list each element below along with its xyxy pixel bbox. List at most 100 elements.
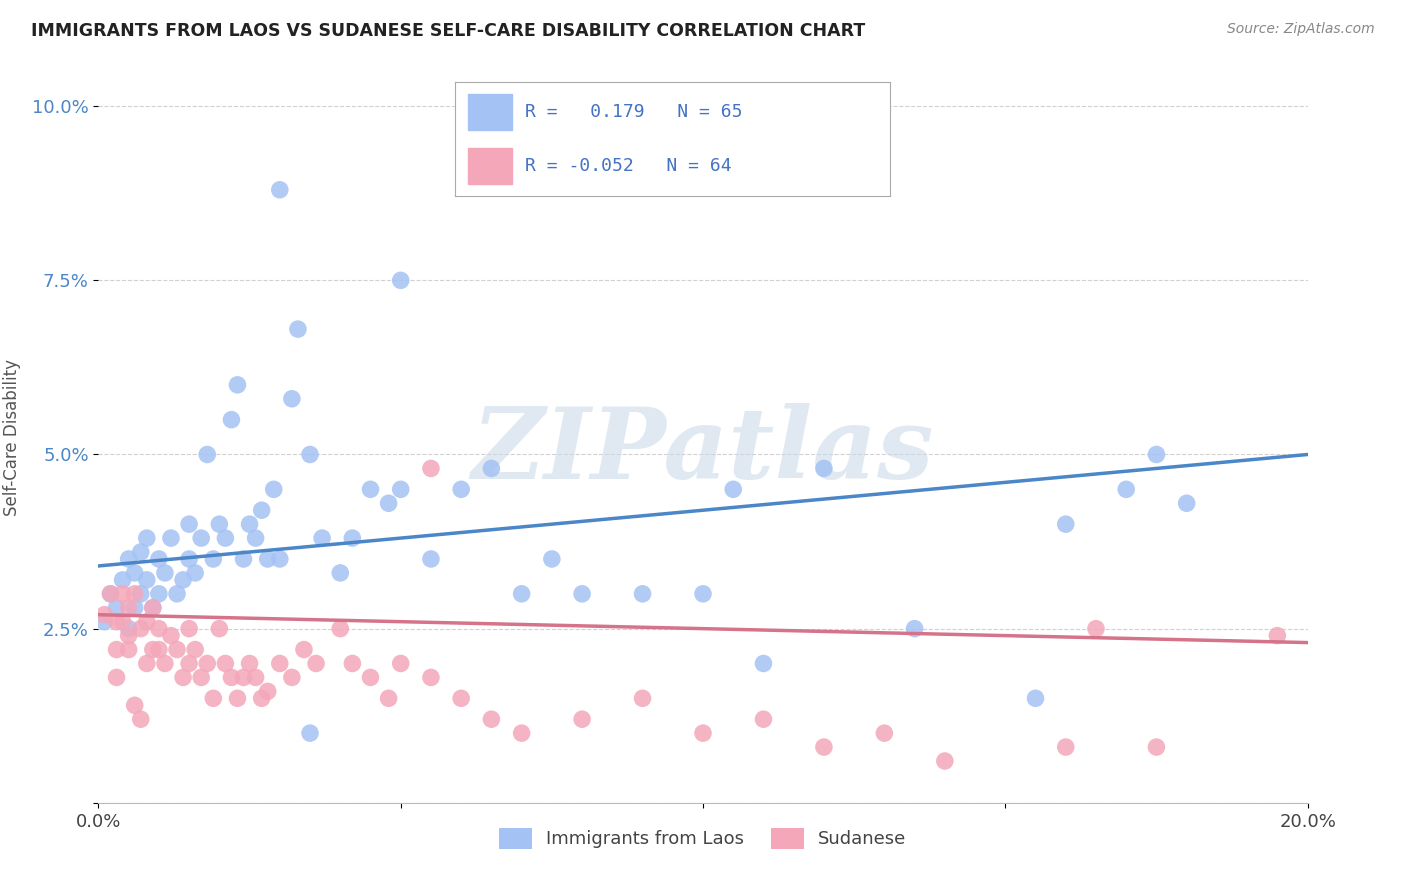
Y-axis label: Self-Care Disability: Self-Care Disability	[3, 359, 21, 516]
Point	[269, 552, 291, 566]
Point	[481, 712, 503, 726]
Point	[184, 566, 207, 580]
Point	[232, 670, 254, 684]
Point	[377, 496, 399, 510]
Point	[904, 622, 927, 636]
Point	[190, 531, 212, 545]
Point	[202, 552, 225, 566]
Point	[124, 698, 146, 713]
Point	[135, 531, 157, 545]
Point	[179, 517, 201, 532]
Point	[360, 483, 382, 497]
Point	[105, 670, 128, 684]
Point	[1054, 517, 1077, 532]
Point	[389, 657, 412, 671]
Point	[281, 392, 304, 406]
Point	[142, 600, 165, 615]
Point	[111, 573, 134, 587]
Point	[311, 531, 333, 545]
Point	[250, 691, 273, 706]
Point	[226, 691, 249, 706]
Point	[142, 600, 165, 615]
Point	[221, 412, 243, 426]
Point	[510, 726, 533, 740]
Point	[692, 726, 714, 740]
Point	[148, 622, 170, 636]
Point	[179, 552, 201, 566]
Point	[135, 573, 157, 587]
Point	[118, 629, 141, 643]
Text: IMMIGRANTS FROM LAOS VS SUDANESE SELF-CARE DISABILITY CORRELATION CHART: IMMIGRANTS FROM LAOS VS SUDANESE SELF-CA…	[31, 22, 865, 40]
Point	[269, 657, 291, 671]
Point	[179, 622, 201, 636]
Point	[160, 629, 183, 643]
Point	[752, 657, 775, 671]
Point	[256, 684, 278, 698]
Point	[813, 461, 835, 475]
Point	[1085, 622, 1108, 636]
Point	[239, 657, 262, 671]
Point	[166, 587, 188, 601]
Point	[450, 691, 472, 706]
Point	[190, 670, 212, 684]
Point	[1144, 740, 1167, 755]
Point	[142, 642, 165, 657]
Point	[510, 587, 533, 601]
Point	[305, 657, 328, 671]
Point	[153, 657, 176, 671]
Point	[873, 726, 896, 740]
Point	[214, 657, 236, 671]
Point	[299, 726, 322, 740]
Point	[250, 503, 273, 517]
Point	[129, 712, 152, 726]
Point	[1054, 740, 1077, 755]
Text: ZIPatlas: ZIPatlas	[472, 403, 934, 500]
Point	[148, 642, 170, 657]
Point	[100, 587, 122, 601]
Point	[118, 552, 141, 566]
Point	[281, 670, 304, 684]
Point	[105, 615, 128, 629]
Point	[389, 273, 412, 287]
Point	[100, 587, 122, 601]
Point	[129, 587, 152, 601]
Point	[360, 670, 382, 684]
Point	[1024, 691, 1046, 706]
Point	[571, 587, 593, 601]
Point	[1175, 496, 1198, 510]
Point	[540, 552, 562, 566]
Point	[105, 600, 128, 615]
Point	[105, 642, 128, 657]
Point	[239, 517, 262, 532]
Point	[934, 754, 956, 768]
Point	[723, 483, 745, 497]
Point	[329, 566, 352, 580]
Point	[118, 622, 141, 636]
Point	[1267, 629, 1289, 643]
Point	[245, 670, 267, 684]
Point	[1115, 483, 1137, 497]
Point	[202, 691, 225, 706]
Point	[420, 552, 443, 566]
Point	[129, 622, 152, 636]
Point	[692, 587, 714, 601]
Point	[93, 615, 115, 629]
Point	[208, 517, 231, 532]
Point	[148, 587, 170, 601]
Point	[221, 670, 243, 684]
Point	[299, 448, 322, 462]
Point	[179, 657, 201, 671]
Point	[195, 448, 218, 462]
Point	[256, 552, 278, 566]
Point	[450, 483, 472, 497]
Point	[124, 600, 146, 615]
Point	[1144, 448, 1167, 462]
Point	[153, 566, 176, 580]
Point	[631, 587, 654, 601]
Point	[118, 642, 141, 657]
Point	[172, 670, 194, 684]
Point	[752, 712, 775, 726]
Point	[342, 657, 364, 671]
Point	[377, 691, 399, 706]
Point	[226, 377, 249, 392]
